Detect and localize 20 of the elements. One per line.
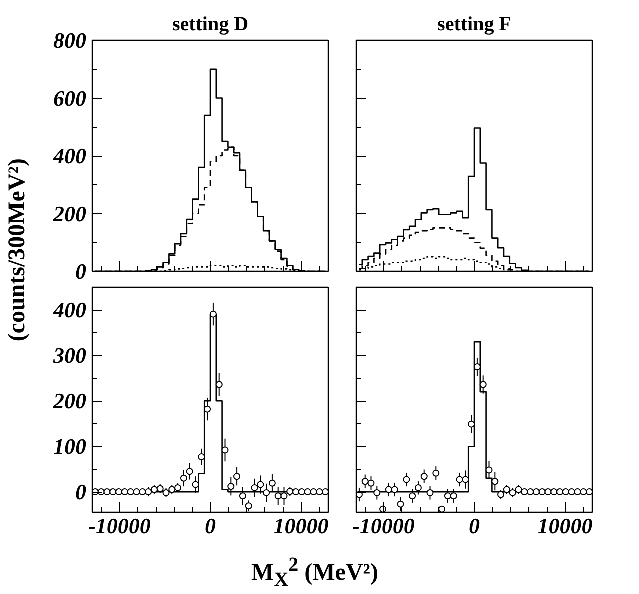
y-tick-label: 300 bbox=[52, 343, 86, 368]
y-tick-label: 800 bbox=[54, 28, 86, 53]
chart-title: setting F bbox=[438, 14, 512, 36]
y-tick-label: 100 bbox=[54, 434, 86, 460]
x-axis-title: M$_{X}$$^{2}$ (MeV²) bbox=[250, 553, 380, 593]
chart-title: setting D bbox=[172, 14, 249, 36]
y-tick-label: 600 bbox=[54, 86, 86, 111]
y-tick-label: 400 bbox=[52, 144, 86, 168]
x-tick-label: -10000 bbox=[88, 514, 151, 538]
x-tick-label: -10000 bbox=[352, 514, 415, 538]
x-tick-label: 10000 bbox=[538, 514, 593, 538]
y-axis-title: (counts/300MeV²) bbox=[4, 158, 30, 342]
y-tick-label: 400 bbox=[52, 298, 86, 323]
y-tick-label: 0 bbox=[76, 259, 86, 284]
x-tick-label: 0 bbox=[469, 514, 480, 538]
y-tick-label: 0 bbox=[76, 480, 86, 505]
x-tick-label: 10000 bbox=[274, 514, 329, 538]
y-tick-label: 200 bbox=[52, 388, 86, 414]
y-tick-label: 200 bbox=[52, 201, 86, 226]
x-tick-label: 0 bbox=[205, 514, 216, 538]
